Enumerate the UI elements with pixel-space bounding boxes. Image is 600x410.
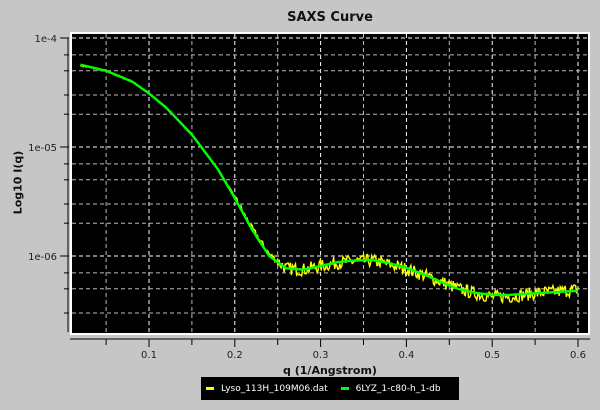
data-series: [79, 63, 579, 305]
svg-text:0.2: 0.2: [227, 350, 243, 361]
svg-text:1e-05: 1e-05: [28, 143, 57, 154]
legend-swatch-yellow: [206, 387, 214, 390]
svg-text:0.1: 0.1: [141, 350, 157, 361]
svg-text:0.3: 0.3: [313, 350, 329, 361]
svg-text:0.4: 0.4: [398, 350, 414, 361]
legend-label: Lyso_113H_109M06.dat: [221, 383, 328, 394]
legend[interactable]: Lyso_113H_109M06.dat 6LYZ_1-c80-h_1-db: [201, 377, 459, 400]
svg-text:0.5: 0.5: [484, 350, 500, 361]
chart-title: SAXS Curve: [287, 10, 373, 25]
grid-lines: [72, 34, 588, 333]
legend-swatch-green: [340, 387, 349, 390]
series-line-6lyz: [80, 63, 578, 297]
svg-text:1e-4: 1e-4: [35, 34, 58, 45]
x-axis-label: q (1/Angstrom): [283, 364, 377, 377]
axes: 0.1 0.2 0.3 0.4 0.5 0.6 1e-06 1e-05 1e-4: [28, 34, 590, 361]
legend-item-lyso[interactable]: Lyso_113H_109M06.dat: [206, 384, 328, 394]
legend-item-6lyz[interactable]: 6LYZ_1-c80-h_1-db: [340, 383, 441, 394]
svg-text:1e-06: 1e-06: [28, 252, 57, 263]
svg-text:0.6: 0.6: [570, 350, 586, 361]
plot-area[interactable]: [72, 34, 588, 333]
y-axis-label: Log10 I(q): [11, 150, 25, 215]
legend-label: 6LYZ_1-c80-h_1-db: [355, 383, 441, 394]
